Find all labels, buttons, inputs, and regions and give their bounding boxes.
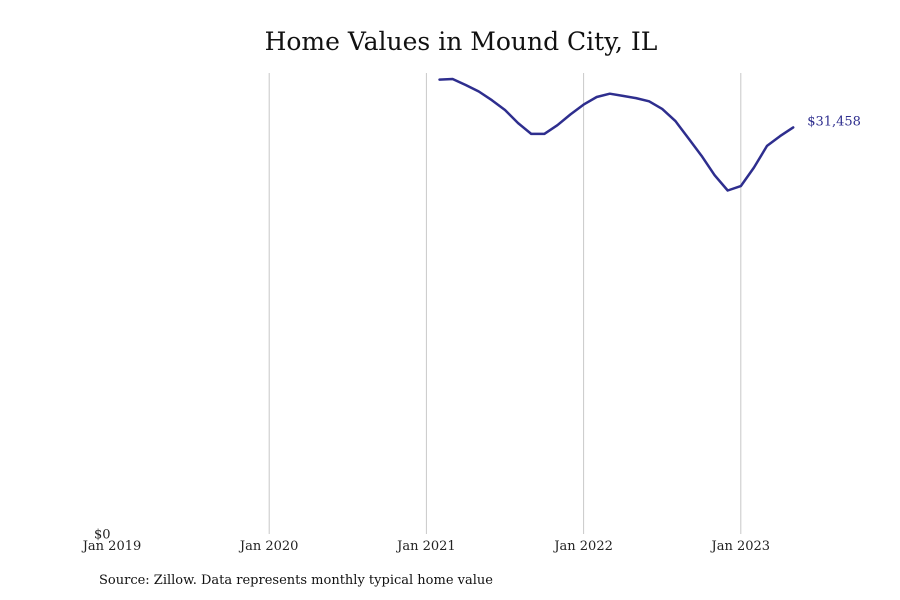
x-tick-label: Jan 2022 bbox=[552, 539, 613, 554]
x-tick-label: Jan 2020 bbox=[238, 539, 299, 554]
y-tick-label: $0 bbox=[94, 528, 111, 543]
gridlines bbox=[268, 73, 742, 534]
x-tick-label: Jan 2023 bbox=[710, 539, 771, 554]
x-axis-ticks: Jan 2019 Jan 2020 Jan 2021 Jan 2022 Jan 2023 bbox=[81, 539, 770, 554]
series-group bbox=[438, 77, 795, 192]
source-note: Source: Zillow. Data represents monthly … bbox=[99, 573, 493, 588]
chart-title: Home Values in Mound City, IL bbox=[264, 27, 658, 56]
series-line bbox=[438, 77, 795, 192]
y-axis-ticks: $0 bbox=[94, 528, 111, 543]
x-tick-label: Jan 2019 bbox=[81, 539, 142, 554]
end-value-label: $31,458 bbox=[807, 114, 861, 129]
x-tick-label: Jan 2021 bbox=[395, 539, 456, 554]
